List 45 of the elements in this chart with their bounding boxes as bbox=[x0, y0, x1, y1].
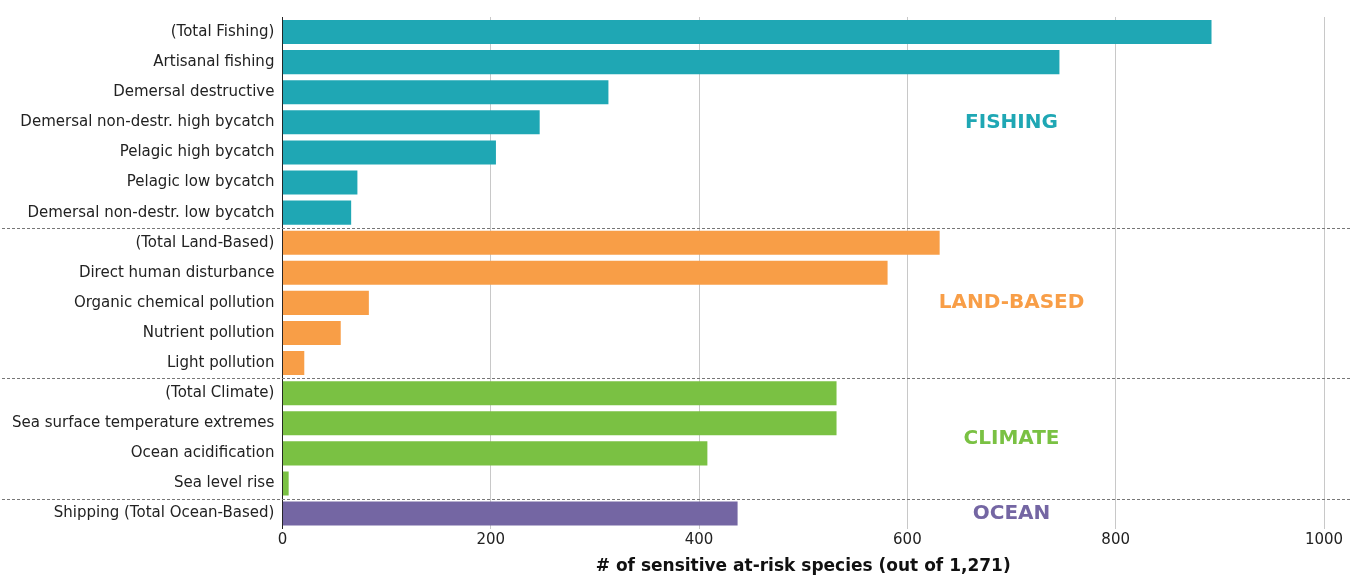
bar bbox=[282, 411, 837, 436]
annotation: FISHING bbox=[965, 108, 1058, 133]
x-axis-title: # of sensitive at-risk species (out of 1,271) bbox=[595, 555, 1011, 576]
annotation: CLIMATE bbox=[963, 424, 1060, 449]
y-tick-label: Ocean acidification bbox=[130, 443, 275, 462]
bar bbox=[282, 260, 888, 285]
bar bbox=[282, 170, 358, 195]
bar bbox=[282, 50, 1060, 75]
y-tick-label: Artisanal fishing bbox=[153, 52, 275, 71]
bar bbox=[282, 501, 738, 526]
x-tick-label: 600 bbox=[893, 530, 922, 549]
y-tick-label: Sea level rise bbox=[173, 473, 275, 492]
bar bbox=[282, 80, 609, 105]
y-tick-label: Nutrient pollution bbox=[142, 322, 275, 341]
y-tick-label: Demersal destructive bbox=[113, 82, 275, 101]
y-tick-label: Shipping (Total Ocean-Based) bbox=[53, 503, 275, 522]
bar bbox=[282, 110, 540, 135]
y-tick-label: Organic chemical pollution bbox=[73, 292, 275, 311]
y-tick-label: Demersal non-destr. high bycatch bbox=[20, 112, 275, 131]
x-tick-label: 400 bbox=[684, 530, 714, 549]
bar bbox=[282, 351, 305, 376]
y-tick-label: (Total Climate) bbox=[165, 383, 275, 402]
x-tick-label: 800 bbox=[1101, 530, 1130, 549]
x-tick-label: 200 bbox=[476, 530, 506, 549]
bar bbox=[282, 320, 341, 346]
y-tick-label: Light pollution bbox=[166, 352, 275, 371]
bar bbox=[282, 290, 369, 315]
y-tick-label: Sea surface temperature extremes bbox=[11, 413, 275, 432]
x-tick-label: 1000 bbox=[1304, 530, 1344, 549]
annotation: LAND-BASED bbox=[938, 289, 1085, 314]
y-tick-label: (Total Land-Based) bbox=[135, 232, 275, 251]
bar bbox=[282, 200, 352, 225]
bar bbox=[282, 140, 496, 165]
bar bbox=[282, 471, 289, 496]
x-tick-label: 0 bbox=[277, 530, 288, 549]
bar bbox=[282, 230, 940, 255]
bar bbox=[282, 441, 708, 466]
annotation: OCEAN bbox=[972, 499, 1051, 524]
bar bbox=[282, 381, 837, 406]
bar bbox=[282, 20, 1212, 45]
y-tick-label: (Total Fishing) bbox=[170, 21, 275, 40]
y-tick-label: Direct human disturbance bbox=[78, 262, 275, 281]
y-tick-label: Demersal non-destr. low bycatch bbox=[27, 202, 275, 221]
y-tick-label: Pelagic low bycatch bbox=[126, 172, 275, 191]
y-tick-label: Pelagic high bycatch bbox=[119, 142, 275, 161]
